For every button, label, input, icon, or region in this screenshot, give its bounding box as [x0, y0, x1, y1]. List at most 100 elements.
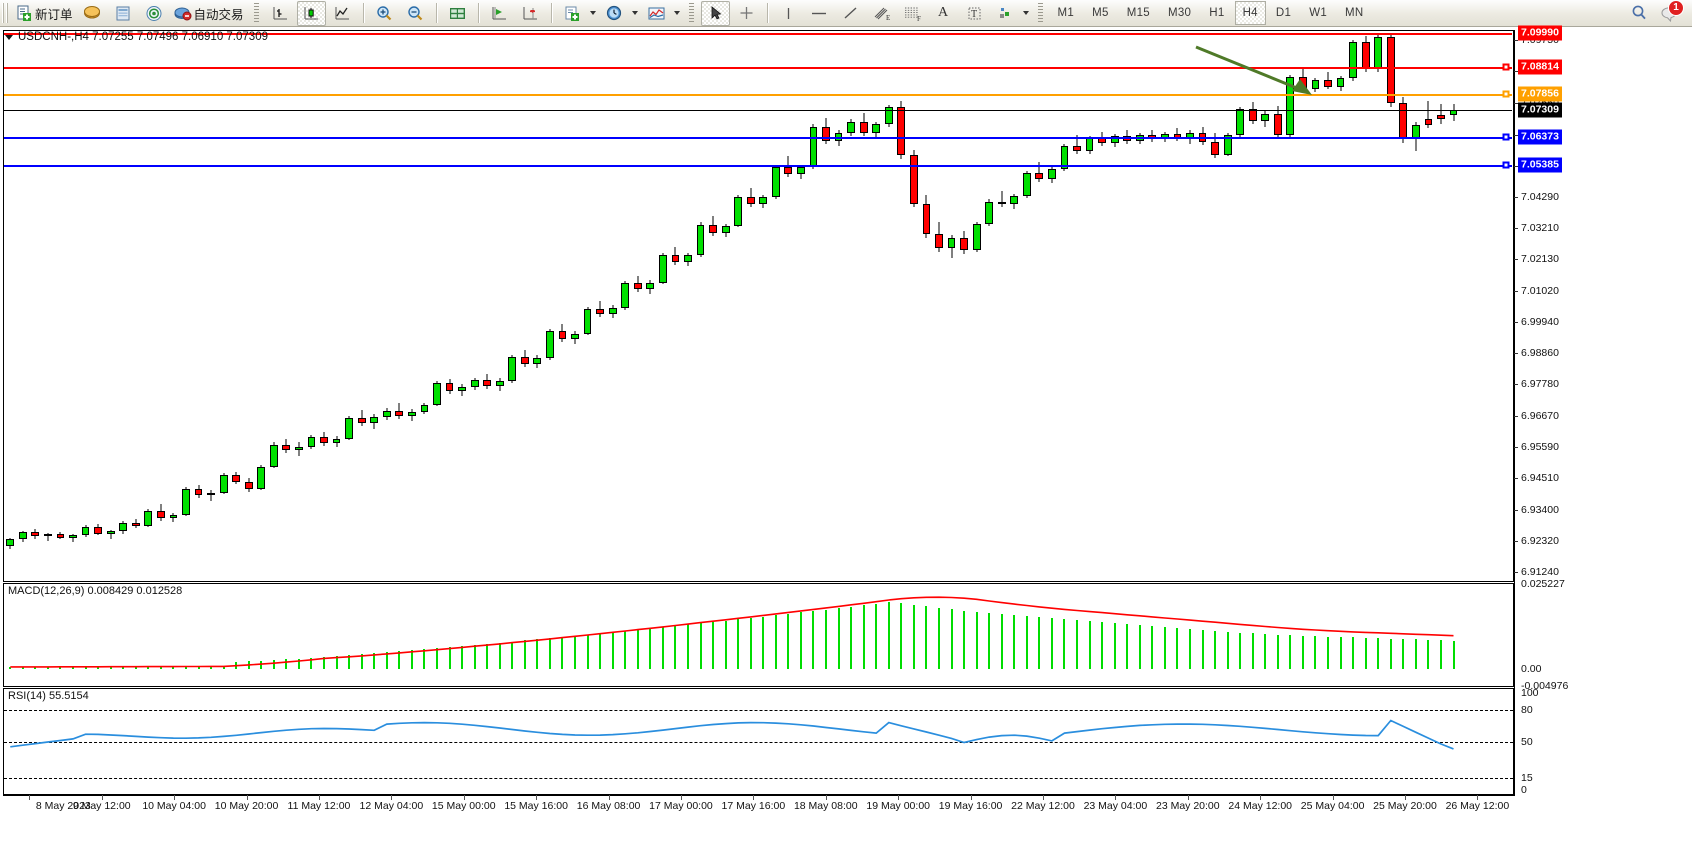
toolbar-grip[interactable] — [2, 3, 9, 23]
indicators-icon[interactable] — [642, 1, 671, 26]
level-line-support-lower[interactable] — [4, 165, 1512, 168]
vline-icon[interactable] — [774, 1, 803, 26]
timeframe-m15[interactable]: M15 — [1126, 7, 1150, 19]
rsi-pane[interactable]: RSI(14) 55.5154 — [3, 688, 1514, 795]
auto-scroll-icon[interactable] — [516, 1, 545, 26]
candlestick-chart-icon[interactable] — [296, 0, 326, 26]
candle — [1085, 31, 1094, 579]
candle — [734, 31, 743, 579]
macd-histogram-bar — [260, 660, 263, 670]
candle — [31, 31, 40, 579]
level-line-current-price[interactable] — [4, 109, 1512, 111]
level-tag-support-upper[interactable]: 7.06373 — [1518, 129, 1562, 145]
toolbar-separator-1 — [253, 3, 259, 23]
text-icon[interactable]: A — [937, 5, 949, 20]
macd-histogram-bar — [1414, 639, 1417, 670]
period-icon[interactable] — [600, 1, 629, 26]
objects-icon[interactable] — [991, 1, 1020, 26]
timeframe-m1[interactable]: M1 — [1057, 7, 1075, 19]
level-line-resistance-upper[interactable] — [4, 32, 1512, 35]
chart-shift-icon[interactable] — [485, 1, 514, 26]
level-tag-current-price[interactable]: 7.07309 — [1518, 102, 1562, 118]
objects-dropdown-caret[interactable] — [1022, 11, 1029, 15]
candle — [1010, 31, 1019, 579]
candle — [44, 31, 52, 579]
candle — [935, 31, 943, 579]
chart-collapse-icon[interactable] — [5, 34, 13, 40]
crosshair-icon[interactable] — [732, 1, 761, 26]
level-tag-resistance-lower[interactable]: 7.08814 — [1518, 59, 1562, 75]
signals-button[interactable] — [140, 1, 169, 26]
time-tick — [1260, 795, 1262, 800]
data-window-icon[interactable] — [443, 1, 472, 26]
macd-histogram-bar — [1113, 622, 1116, 670]
timeframe-h4[interactable]: H4 — [1234, 1, 1266, 25]
macd-series — [4, 584, 1513, 686]
timeframe-w1[interactable]: W1 — [1309, 7, 1328, 19]
timeframe-d1[interactable]: D1 — [1275, 7, 1292, 19]
bar-chart-icon[interactable] — [266, 1, 295, 26]
macd-histogram-bar — [975, 611, 978, 670]
navigator-button[interactable] — [109, 1, 138, 26]
macd-histogram-bar — [1214, 630, 1217, 670]
price-tick-label: 6.96670 — [1521, 409, 1559, 422]
time-tick — [753, 795, 755, 800]
price-tick — [1514, 352, 1518, 354]
level-handle-support-lower[interactable] — [1502, 161, 1510, 169]
candle — [759, 31, 768, 579]
macd-histogram-bar — [473, 644, 476, 670]
candle — [1437, 31, 1445, 579]
time-axis[interactable]: 8 May 2023 9 May 12:00 10 May 04:00 10 May … — [0, 795, 1692, 819]
chart-area[interactable]: USDCNH-,H4 7.07255 7.07496 7.06910 7.073… — [0, 25, 1692, 864]
templates-dropdown-caret[interactable] — [589, 11, 596, 15]
price-pane[interactable] — [3, 30, 1514, 582]
timeframe-mn[interactable]: MN — [1345, 7, 1364, 19]
macd-pane[interactable]: MACD(12,26,9) 0.008429 0.012528 — [3, 583, 1514, 687]
level-tag-resistance-upper[interactable]: 7.09990 — [1518, 25, 1562, 41]
macd-histogram-bar — [699, 623, 702, 670]
level-line-pivot[interactable] — [4, 94, 1512, 97]
level-tag-pivot[interactable]: 7.07856 — [1518, 86, 1562, 102]
period-dropdown-caret[interactable] — [631, 11, 638, 15]
templates-icon[interactable] — [558, 1, 587, 26]
trendline-icon[interactable] — [836, 1, 865, 26]
macd-histogram-bar — [1301, 635, 1304, 670]
down-trend-arrow[interactable] — [1192, 43, 1322, 103]
level-tag-support-lower[interactable]: 7.05385 — [1518, 157, 1562, 173]
macd-histogram-bar — [674, 625, 677, 670]
zoom-in-icon[interactable] — [370, 1, 399, 26]
auto-trading-button[interactable]: 自动交易 — [171, 1, 247, 26]
level-handle-pivot[interactable] — [1502, 90, 1510, 98]
timeframe-h1[interactable]: H1 — [1209, 7, 1225, 19]
candle — [909, 31, 918, 579]
text-label-icon[interactable]: T — [960, 1, 989, 26]
fibonacci-icon[interactable]: F — [898, 1, 927, 26]
candle — [859, 31, 868, 579]
hline-icon[interactable] — [805, 1, 834, 26]
notifications-icon[interactable]: 1 — [1655, 0, 1684, 26]
symbol-header[interactable]: USDCNH-,H4 7.07255 7.07496 7.06910 7.073… — [5, 31, 268, 43]
equidistant-channel-icon[interactable]: E — [867, 1, 896, 26]
level-handle-support-upper[interactable] — [1502, 133, 1510, 141]
indicators-dropdown-caret[interactable] — [673, 11, 680, 15]
new-order-button[interactable]: 新订单 — [13, 1, 76, 26]
candle — [407, 31, 416, 579]
cursor-icon[interactable] — [700, 0, 730, 26]
level-line-resistance-lower[interactable] — [4, 66, 1512, 69]
toolbar-separator-4 — [477, 3, 479, 23]
macd-histogram-bar — [548, 638, 551, 670]
candle — [1349, 31, 1357, 579]
terminal-button[interactable] — [78, 1, 107, 26]
macd-histogram-bar — [84, 666, 87, 670]
candle — [131, 31, 140, 579]
level-line-support-upper[interactable] — [4, 136, 1512, 139]
level-handle-resistance-lower[interactable] — [1502, 63, 1510, 71]
candle — [658, 31, 667, 579]
time-tick-label: 11 May 12:00 — [287, 800, 351, 812]
line-chart-icon[interactable] — [328, 1, 357, 26]
zoom-out-icon[interactable] — [401, 1, 430, 26]
timeframe-m30[interactable]: M30 — [1167, 7, 1192, 19]
macd-histogram-bar — [197, 666, 200, 670]
search-icon[interactable] — [1624, 1, 1653, 26]
timeframe-m5[interactable]: M5 — [1092, 7, 1109, 19]
